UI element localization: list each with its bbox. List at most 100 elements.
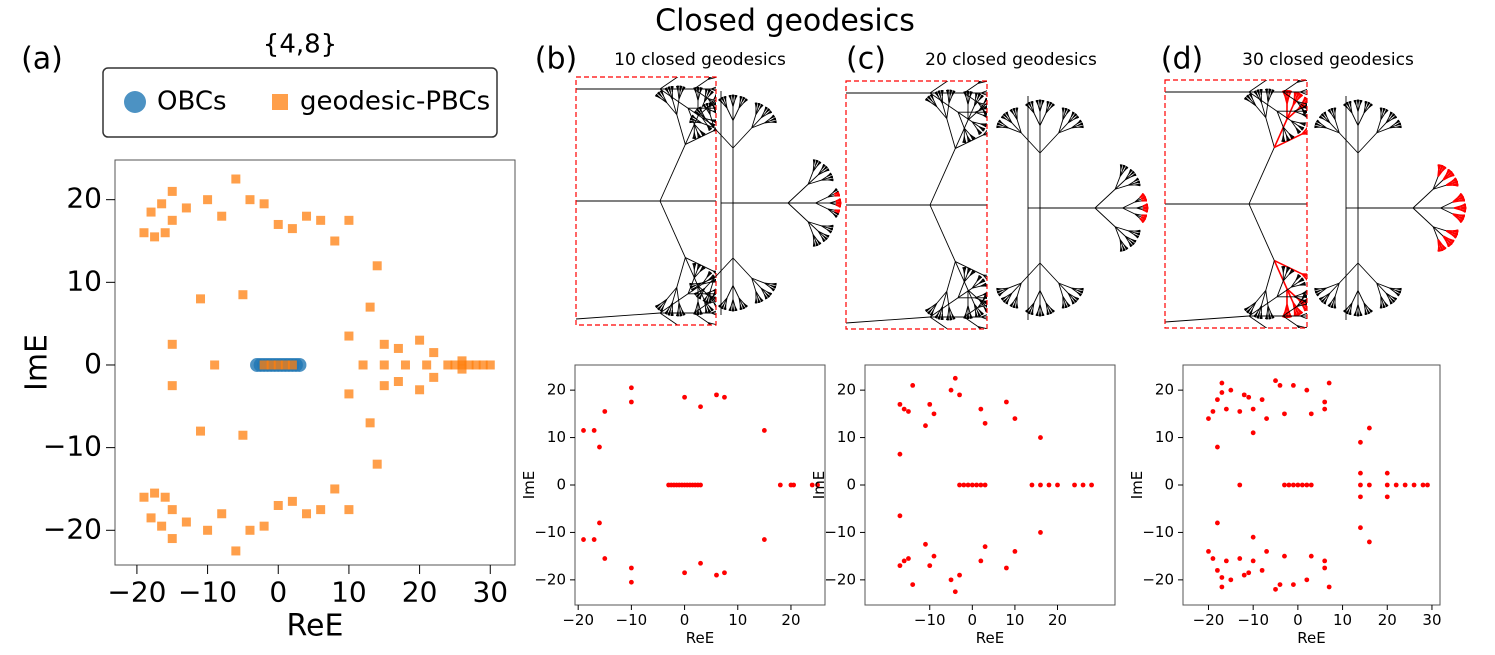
tree-edge [732, 285, 740, 299]
tree-edge [1004, 285, 1007, 287]
tree-edge [1000, 296, 1001, 298]
tree-edge [694, 308, 697, 313]
tree-edge [989, 300, 991, 301]
tree-edge [998, 114, 1000, 117]
tree-edge [988, 298, 990, 299]
tree-edge [743, 302, 746, 307]
tree-edge [1004, 285, 1008, 286]
tree-edge [775, 193, 779, 194]
tree-edge [1030, 161, 1031, 163]
tree-edge [741, 303, 744, 308]
tree-edge [716, 325, 720, 327]
tree-edge [773, 286, 776, 289]
tree-edge [762, 162, 764, 165]
tree-edge [957, 281, 965, 298]
tree-edge [720, 76, 722, 77]
tree-edge [819, 242, 822, 245]
tree-edge [712, 293, 716, 297]
tree-edge [738, 121, 740, 122]
tree-edge [929, 94, 932, 97]
tree-edge [730, 108, 731, 110]
tree-edge [778, 190, 780, 191]
tree-edge [979, 299, 985, 307]
tree-edge [726, 107, 734, 121]
tree-edge [720, 326, 722, 327]
tree-edge [723, 83, 725, 84]
tree-edge [771, 171, 773, 172]
tree-edge [1050, 201, 1052, 202]
tree-edge [716, 306, 717, 307]
tree-edge [776, 215, 777, 216]
tree-edge [996, 123, 999, 126]
tree-edge [1050, 201, 1052, 202]
tree-edge [1044, 193, 1047, 195]
tree-edge [993, 321, 995, 322]
tree-edge [984, 294, 986, 297]
tree-edge [670, 313, 673, 316]
tree-edge [1010, 279, 1012, 280]
tree-edge [734, 119, 737, 121]
tree-edge [1035, 238, 1039, 239]
tree-edge [833, 211, 838, 215]
tree-edge [979, 356, 980, 358]
tree-edge [1002, 294, 1004, 295]
tree-edge [971, 285, 981, 289]
tree-edge [981, 312, 984, 315]
tree-edge [1036, 242, 1038, 243]
tree-edge [758, 231, 762, 237]
tree-edge [765, 166, 768, 168]
tree-edge [778, 189, 780, 190]
tree-edge [1025, 250, 1026, 252]
tree-edge [766, 291, 770, 295]
tree-edge [772, 114, 775, 117]
tree-edge [776, 200, 780, 201]
tree-edge [1043, 216, 1046, 218]
tree-edge [1044, 194, 1048, 195]
tree-edge [963, 127, 968, 137]
tree-edge [751, 277, 757, 292]
tree-edge [767, 190, 773, 195]
tree-edge [774, 210, 778, 212]
tree-edge [714, 331, 718, 332]
tree-edge [716, 95, 717, 96]
tree-edge [1032, 241, 1035, 244]
tree-edge [1050, 208, 1052, 209]
tree-edge [931, 95, 934, 100]
tree-edge [710, 344, 714, 345]
tree-edge [837, 210, 840, 213]
tree-edge [736, 116, 738, 117]
tree-edge [815, 161, 818, 166]
tree-edge [657, 92, 660, 95]
tree-edge [836, 213, 839, 215]
tree-edge [929, 313, 932, 316]
tree-edge [762, 162, 765, 165]
tree-edge [724, 311, 726, 312]
tree-edge [721, 306, 723, 309]
tree-edge [657, 307, 660, 310]
tree-edge [759, 106, 763, 110]
tree-edge [774, 285, 777, 288]
tree-edge [758, 155, 759, 157]
tree-edge [999, 274, 1007, 276]
tree-edge [997, 113, 999, 116]
tree-edge [990, 306, 992, 307]
tree-edge [936, 106, 948, 119]
tree-edge [751, 114, 757, 129]
tree-edge [818, 242, 820, 245]
tree-edge [740, 134, 742, 135]
tree-edge [1039, 112, 1047, 126]
tree-edge [1041, 174, 1043, 175]
tree-edge [989, 88, 993, 90]
tree-edge [994, 91, 996, 92]
tree-edge [772, 116, 775, 118]
tree-edge [717, 327, 719, 328]
tree-edge [696, 309, 699, 314]
tree-edge [701, 117, 710, 123]
tree-edge [985, 310, 987, 313]
tree-edge [698, 360, 699, 362]
tree-edge [771, 231, 773, 232]
tree-edge [715, 333, 716, 335]
tree-edge [773, 212, 776, 214]
tree-edge [729, 130, 737, 132]
tree-edge [990, 306, 992, 307]
